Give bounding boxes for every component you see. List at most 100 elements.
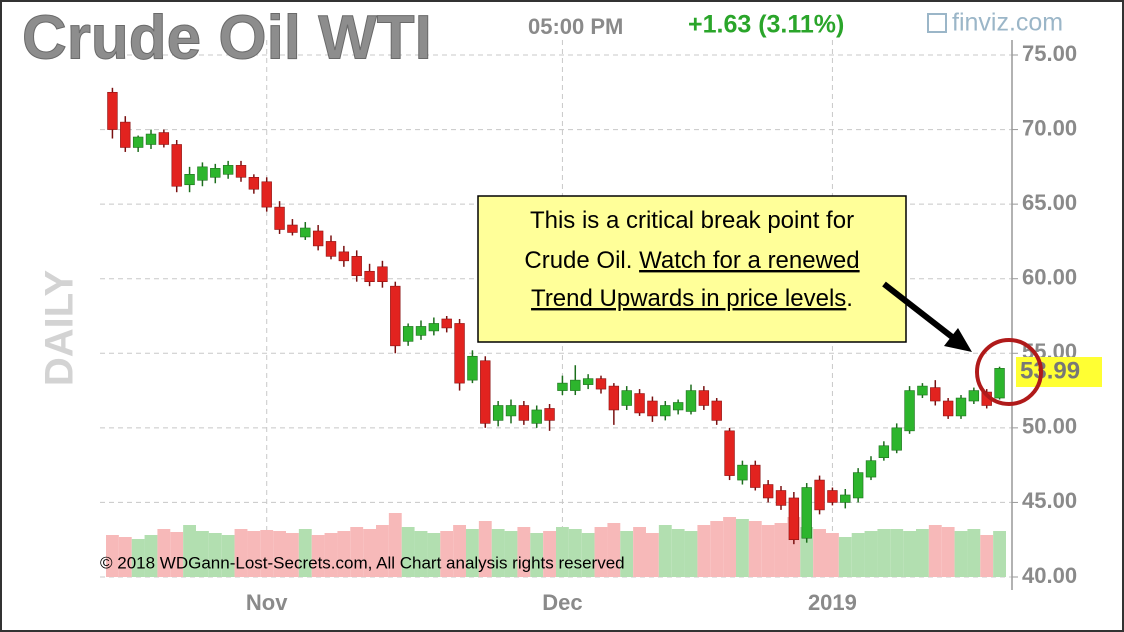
annotation-line: Crude Oil. — [524, 247, 639, 274]
chart-title: Crude Oil WTI — [22, 3, 432, 72]
volume-bar — [504, 531, 518, 577]
candle-body — [171, 144, 182, 187]
volume-bar — [928, 525, 942, 577]
volume-bar — [234, 529, 248, 577]
volume-bar — [774, 523, 788, 577]
volume-bar — [646, 533, 659, 577]
volume-bar — [954, 531, 968, 577]
volume-bar — [170, 532, 184, 577]
candle-body — [737, 464, 748, 481]
volume-bar — [620, 531, 634, 577]
candle-body — [634, 393, 645, 414]
volume-bar — [658, 525, 672, 577]
candle-body — [775, 490, 787, 506]
candle-body — [492, 405, 504, 421]
volume-bar — [208, 533, 222, 577]
volume-bar — [440, 531, 454, 577]
volume-bar — [736, 519, 749, 577]
volume-bar — [401, 527, 415, 577]
candle-body — [107, 91, 118, 130]
annotation-line: This is a critical break point for — [530, 207, 854, 234]
volume-bar — [697, 525, 711, 577]
volume-bar — [556, 527, 569, 577]
arrow-head — [944, 328, 972, 352]
volume-bar — [324, 533, 338, 577]
annotation-line: Watch for a renewed — [639, 247, 860, 274]
candle-body — [428, 323, 440, 332]
volume-bar — [247, 531, 261, 577]
candle-body — [158, 132, 170, 145]
volume-bar — [607, 523, 621, 577]
volume-bar — [157, 529, 171, 577]
volume-bar — [916, 529, 929, 577]
candle-body — [930, 387, 941, 402]
annotation-text: Crude Oil. Watch for a renewed — [524, 247, 859, 274]
volume-bar — [568, 529, 582, 577]
candle-body — [750, 464, 761, 488]
annotation-line: . — [846, 285, 853, 312]
labels: 40.0045.0050.0055.0060.0065.0070.0075.00… — [246, 41, 1077, 615]
candle-body — [441, 318, 452, 329]
candle-body — [210, 168, 221, 178]
volume-bar — [877, 529, 891, 577]
candles — [107, 87, 1005, 545]
volume-bar — [838, 537, 852, 577]
volume-bar — [864, 531, 878, 577]
time: 05:00 PM — [528, 14, 623, 39]
candle-body — [865, 460, 877, 478]
candle-body — [544, 408, 555, 421]
volume-bar — [376, 525, 389, 577]
volume-bar — [851, 533, 865, 577]
annotation-text: This is a critical break point for — [530, 207, 854, 234]
candle-body — [222, 165, 234, 175]
candle-body — [570, 379, 581, 391]
source: finviz.com — [952, 9, 1063, 37]
candle-body — [788, 497, 800, 541]
candle-body — [647, 400, 658, 417]
highlight-circle — [975, 338, 1043, 406]
candle-body — [454, 323, 465, 384]
candle-body — [904, 390, 915, 432]
y-tick-label: 70.00 — [1022, 115, 1077, 140]
volume-bar — [311, 535, 325, 577]
volume-bar — [903, 531, 916, 577]
volume-bar — [183, 525, 196, 577]
volume-bar — [710, 521, 724, 577]
y-tick-label: 50.00 — [1022, 414, 1077, 439]
candle-body — [724, 430, 735, 476]
candle-body — [917, 385, 928, 396]
candle-body — [814, 479, 825, 511]
volume-bar — [363, 529, 376, 577]
candle-body — [364, 270, 375, 282]
arrow-shaft — [882, 281, 958, 343]
candle-body — [827, 490, 838, 503]
volume-bar — [491, 529, 505, 577]
y-tick-label: 65.00 — [1022, 190, 1077, 215]
candle-body — [878, 445, 890, 458]
candle-body — [132, 136, 144, 148]
volume-bar — [980, 535, 994, 577]
volume-bar — [414, 531, 428, 577]
volume-bar — [800, 527, 814, 577]
y-tick-label: 40.00 — [1022, 563, 1077, 588]
volume-bar — [453, 525, 466, 577]
candle-body — [120, 121, 131, 148]
candle-body — [312, 230, 324, 247]
volume-bar — [543, 531, 556, 577]
annotation-box — [477, 195, 907, 343]
volume-bar — [813, 529, 826, 577]
candle-body — [377, 266, 388, 282]
volume-bar — [890, 529, 904, 577]
candle-body — [660, 405, 671, 417]
candle-body — [287, 224, 298, 233]
candle-body — [621, 390, 632, 406]
candle-body — [300, 227, 311, 238]
copyright: © 2018 WDGann-Lost-Secrets.com, All Char… — [100, 553, 625, 572]
volume-bar — [337, 531, 351, 577]
candle-body — [942, 400, 954, 417]
volume-bar — [131, 539, 145, 577]
candle-body — [801, 487, 812, 539]
volume-bar — [118, 537, 132, 577]
x-tick-label: Nov — [246, 590, 288, 615]
